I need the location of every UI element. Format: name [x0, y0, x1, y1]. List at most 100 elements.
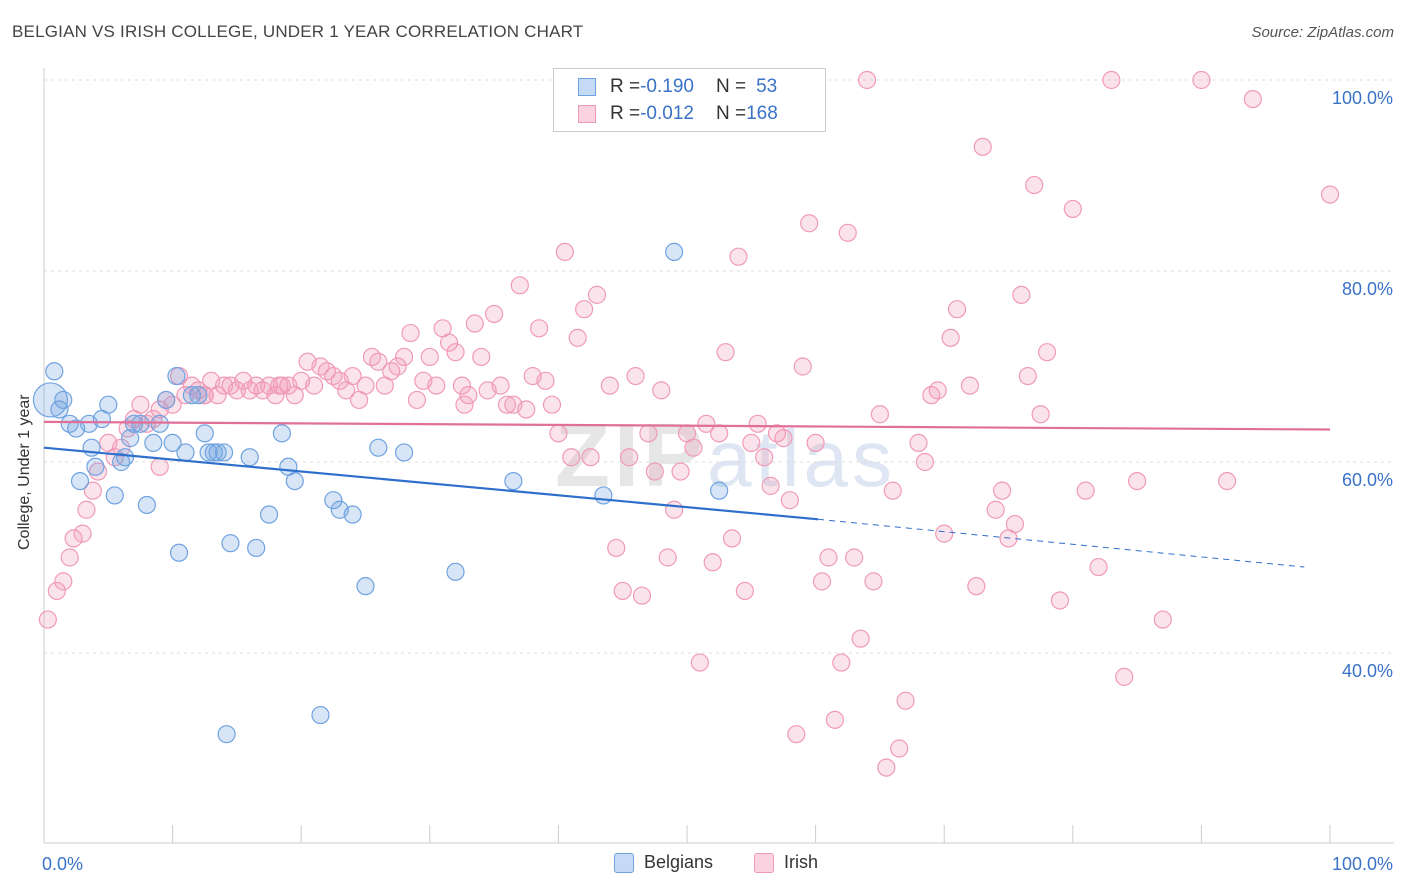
- belgian-point: [105, 486, 124, 505]
- legend-label-irish: Irish: [784, 852, 819, 872]
- irish-point: [967, 577, 986, 596]
- irish-point: [819, 548, 838, 567]
- legend-n-label: N =: [715, 76, 747, 97]
- irish-point: [568, 328, 587, 347]
- belgian-point: [247, 538, 266, 558]
- irish-point: [1063, 199, 1082, 219]
- irish-point: [472, 347, 491, 367]
- belgian-point: [115, 448, 135, 467]
- legend-item-belgians: Belgians: [614, 852, 713, 873]
- irish-point: [587, 285, 607, 304]
- irish-point: [857, 70, 877, 90]
- irish-point: [1050, 591, 1070, 610]
- irish-point: [356, 376, 375, 395]
- belgian-point: [157, 390, 176, 410]
- belgian-point: [195, 424, 214, 443]
- irish-point: [259, 376, 279, 395]
- irish-point: [742, 433, 761, 452]
- irish-point: [883, 481, 902, 500]
- irish-point: [613, 581, 632, 601]
- x-tick-label: 0.0%: [42, 854, 83, 874]
- irish-point: [684, 438, 703, 457]
- legend-swatch-irish: [754, 852, 774, 873]
- irish-point: [1076, 481, 1095, 500]
- irish-point: [896, 691, 915, 710]
- belgian-point: [208, 443, 227, 462]
- irish-point: [915, 452, 935, 472]
- irish-point: [697, 414, 716, 433]
- belgian-point: [50, 400, 69, 419]
- irish-point: [581, 448, 600, 467]
- irish-point: [877, 758, 896, 777]
- belgian-point: [45, 362, 64, 381]
- irish-point: [690, 653, 709, 672]
- irish-point: [774, 429, 793, 448]
- irish-point: [703, 553, 722, 572]
- legend-r-label: R =: [610, 103, 641, 124]
- belgian-point: [710, 481, 729, 500]
- belgian-point: [176, 443, 195, 462]
- belgian-point: [594, 486, 613, 505]
- y-tick-label: 40.0%: [1342, 661, 1393, 681]
- belgian-point: [70, 472, 90, 491]
- irish-point: [1218, 472, 1237, 491]
- irish-point: [530, 319, 549, 338]
- series-legend: Belgians Irish: [0, 852, 1406, 878]
- irish-point: [401, 323, 420, 343]
- irish-point: [73, 524, 92, 543]
- irish-point: [54, 572, 73, 591]
- legend-n-value: 168: [746, 103, 778, 124]
- belgian-point: [163, 433, 182, 452]
- irish-point: [459, 386, 478, 405]
- irish-point: [838, 223, 857, 242]
- axes: [43, 68, 1394, 844]
- belgian-point: [99, 395, 118, 414]
- watermark-atlas: atlas: [707, 414, 896, 503]
- irish-point: [928, 381, 947, 400]
- irish-point: [131, 395, 150, 414]
- irish-point: [960, 376, 980, 395]
- irish-point: [1127, 472, 1147, 491]
- trend-lines: [43, 420, 1331, 568]
- irish-point: [304, 376, 324, 395]
- belgian-points: [32, 242, 729, 744]
- irish-point: [812, 572, 832, 591]
- irish-point: [909, 433, 928, 452]
- legend-row-irish: R = -0.012 N = 168: [578, 102, 778, 126]
- belgian-point: [394, 443, 414, 462]
- stats-legend: R = -0.190 N = 53 R = -0.012 N = 168: [553, 68, 826, 132]
- irish-point: [195, 386, 214, 405]
- irish-point: [1192, 70, 1211, 90]
- irish-point: [832, 653, 851, 672]
- irish-point: [562, 448, 581, 467]
- irish-point: [639, 424, 658, 443]
- belgian-point: [189, 386, 208, 405]
- irish-point: [600, 376, 619, 395]
- belgian-point: [356, 577, 375, 596]
- y-tick-label: 80.0%: [1342, 279, 1393, 299]
- belgian-point: [504, 472, 523, 491]
- irish-point: [890, 739, 909, 758]
- irish-point: [626, 366, 645, 386]
- irish-point: [270, 376, 289, 395]
- belgian-point: [446, 562, 465, 581]
- irish-point: [64, 529, 83, 548]
- irish-point: [1031, 405, 1050, 424]
- irish-point: [787, 725, 806, 744]
- irish-point: [793, 357, 812, 376]
- irish-point: [735, 581, 754, 601]
- belgian-point: [150, 414, 169, 433]
- irish-point: [47, 581, 66, 601]
- irish-point: [446, 343, 465, 362]
- belgian-point: [214, 443, 234, 462]
- irish-point: [851, 629, 870, 648]
- legend-n-label: N =: [715, 103, 747, 124]
- legend-n-value: 53: [756, 76, 778, 97]
- legend-swatch-irish: [578, 105, 596, 123]
- belgian-point: [121, 429, 140, 448]
- belgian-point: [86, 457, 105, 476]
- irish-point: [150, 457, 169, 476]
- irish-point: [369, 352, 388, 371]
- irish-point: [620, 448, 639, 467]
